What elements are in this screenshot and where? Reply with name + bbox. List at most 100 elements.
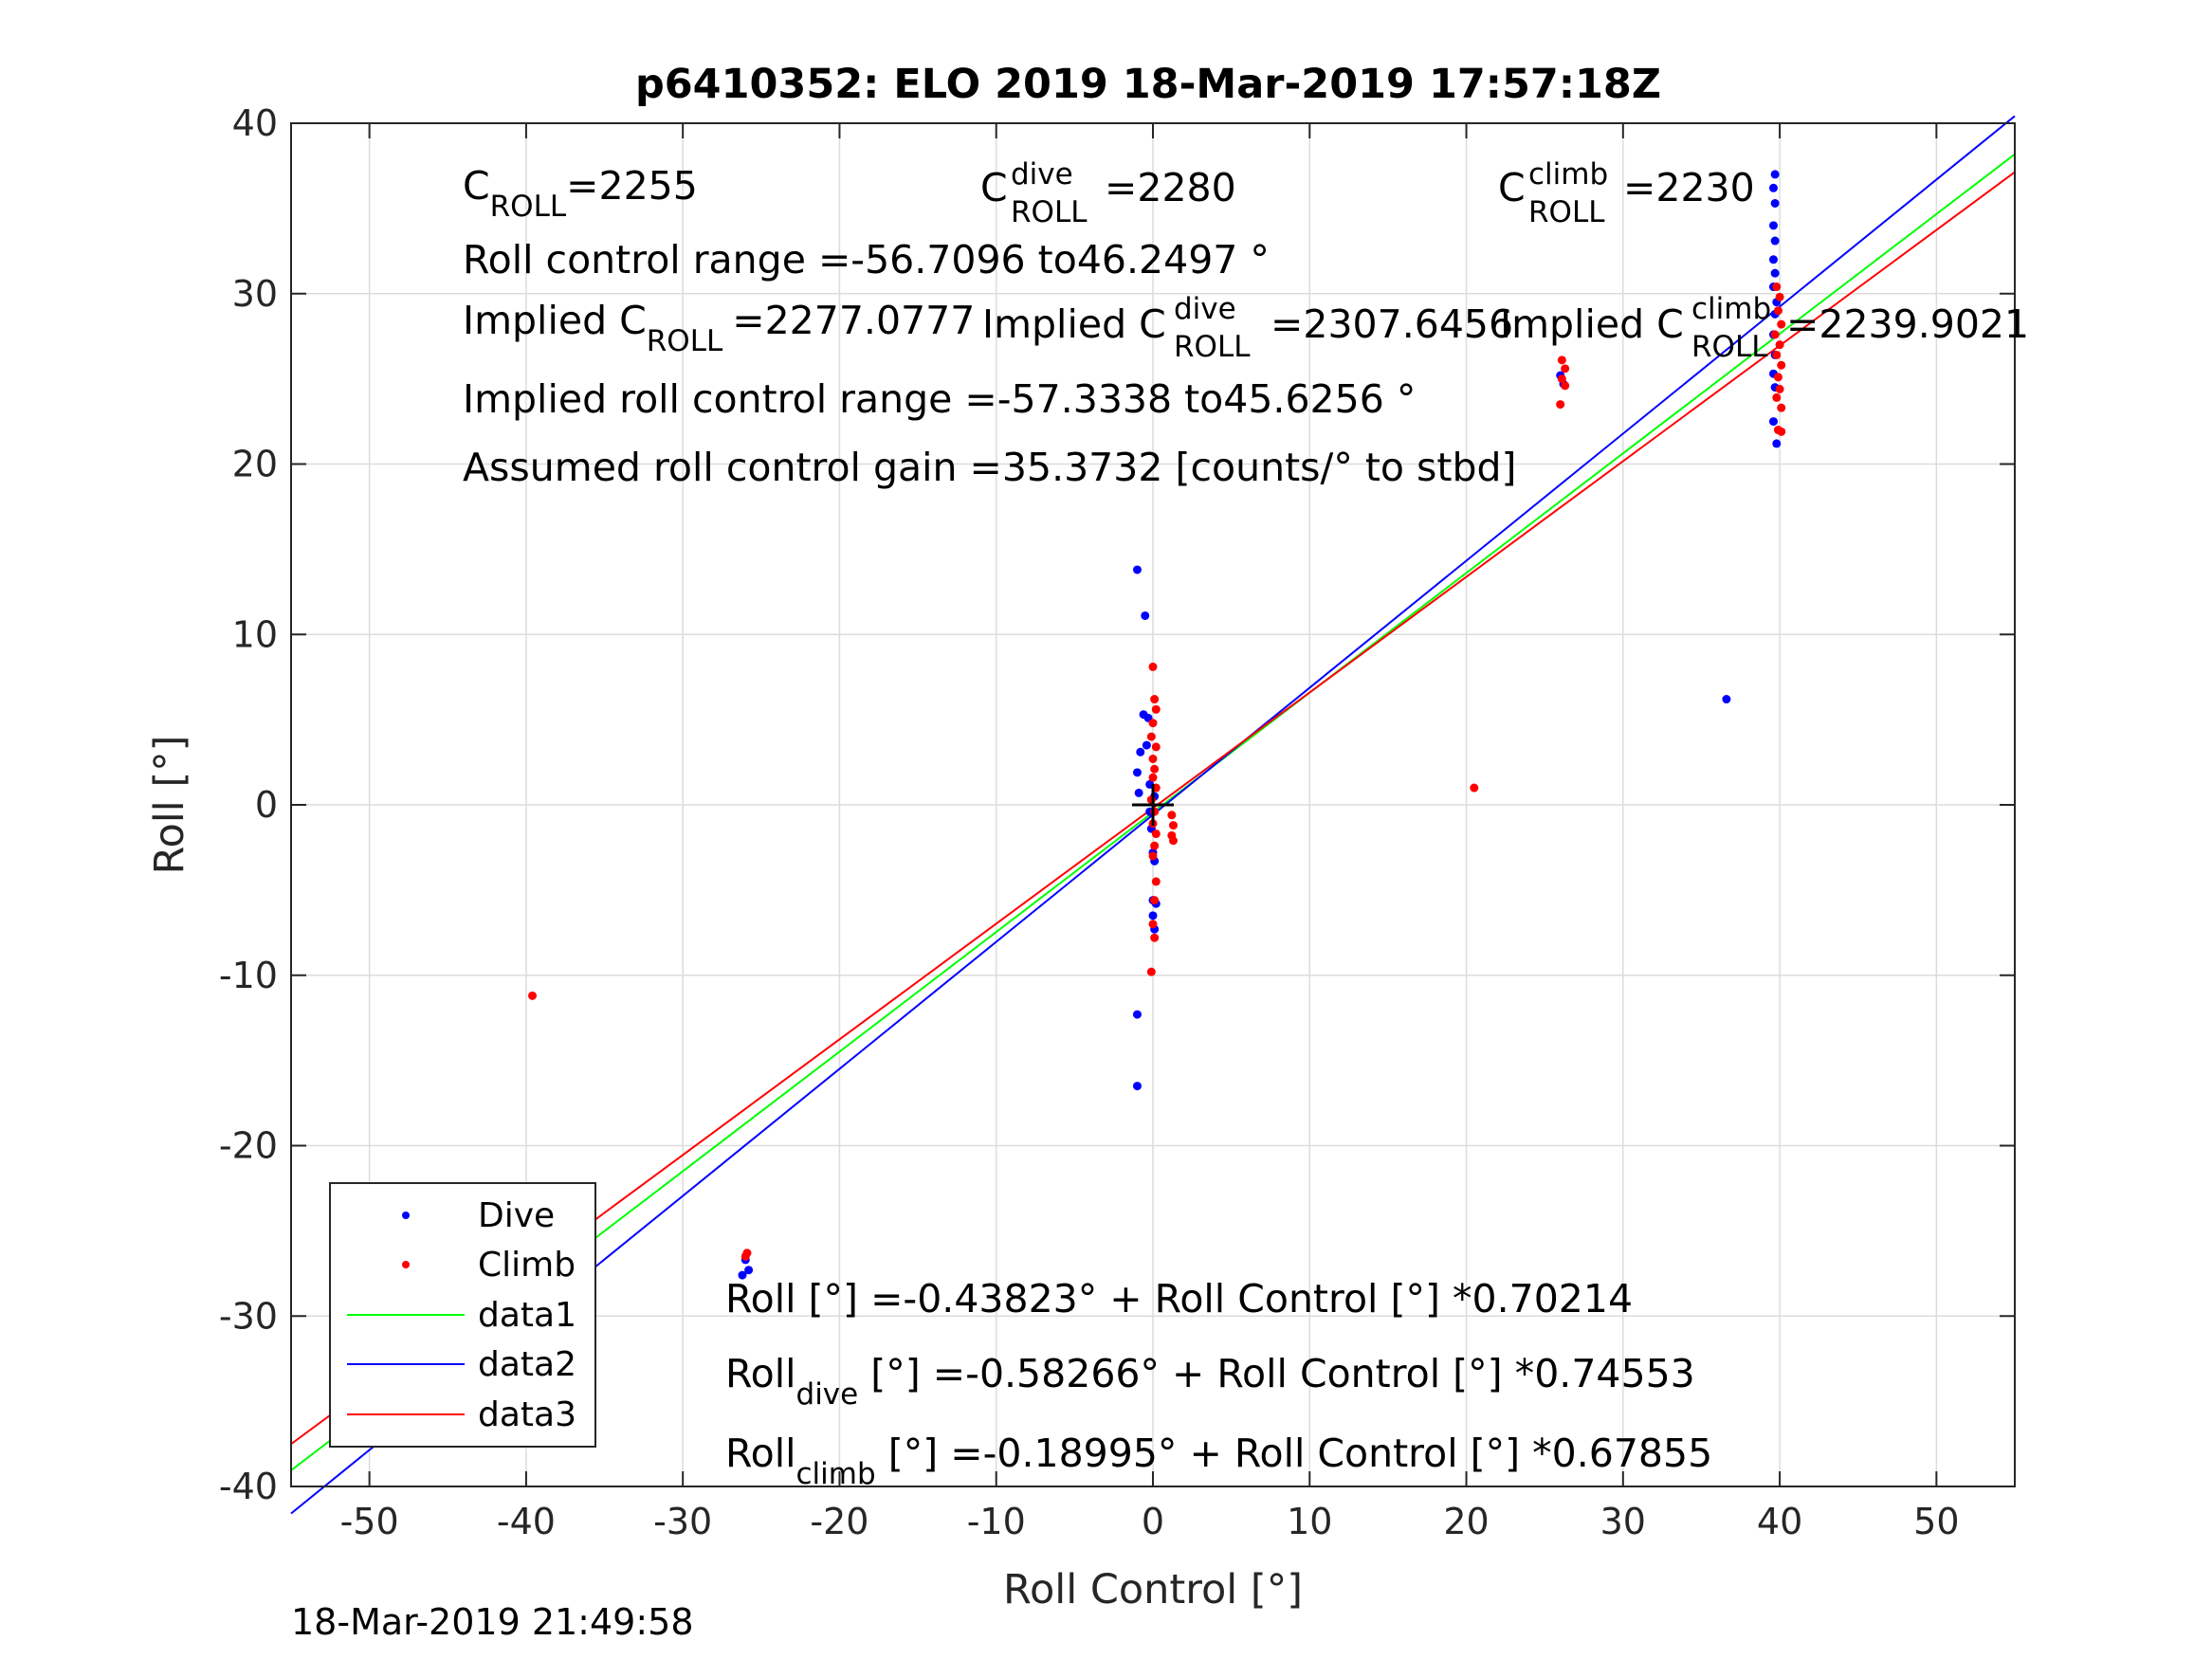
implied-c-roll-climb-sub: ROLL bbox=[1691, 330, 1768, 364]
dive-point bbox=[738, 1270, 747, 1280]
legend: Dive Climb data1 data2 data3 bbox=[329, 1182, 596, 1448]
fit-dive-annotation: Rolldive [°] =-0.58266° + Roll Control [… bbox=[725, 1351, 1695, 1412]
climb-point bbox=[1561, 381, 1570, 391]
climb-point bbox=[1773, 373, 1782, 382]
implied-c-roll-climb-value: =2239.9021 bbox=[1786, 301, 2029, 347]
implied-c-roll-annotation: Implied CROLL =2277.0777 bbox=[463, 298, 975, 358]
climb-point bbox=[1773, 306, 1782, 316]
y-tick-label: 30 bbox=[232, 273, 278, 315]
c-roll-dive-sub: ROLL bbox=[1011, 195, 1088, 229]
climb-point bbox=[1150, 896, 1160, 905]
x-tick-label: 30 bbox=[1600, 1501, 1646, 1542]
climb-point bbox=[1557, 356, 1566, 365]
dive-point bbox=[1136, 747, 1145, 757]
c-roll-climb-value: =2230 bbox=[1623, 165, 1755, 210]
legend-marker-climb bbox=[402, 1261, 410, 1268]
climb-point bbox=[1148, 773, 1158, 782]
implied-c-roll-dive-sup: dive bbox=[1174, 292, 1236, 326]
climb-point bbox=[1775, 340, 1784, 350]
climb-point bbox=[1151, 877, 1161, 886]
legend-label-climb: Climb bbox=[478, 1246, 576, 1285]
y-tick-label: 40 bbox=[232, 102, 278, 144]
fit-all-annotation: Roll [°] =-0.43823° + Roll Control [°] *… bbox=[725, 1276, 1633, 1322]
legend-marker-dive bbox=[402, 1212, 410, 1219]
climb-point bbox=[1151, 830, 1161, 839]
dive-point bbox=[1770, 236, 1780, 246]
climb-point bbox=[1772, 350, 1782, 359]
climb-point bbox=[1168, 821, 1178, 830]
x-tick-label: 40 bbox=[1757, 1501, 1802, 1542]
x-tick-label: -10 bbox=[967, 1501, 1026, 1542]
climb-point bbox=[1775, 292, 1784, 301]
gain-annotation: Assumed roll control gain =35.3732 [coun… bbox=[463, 445, 1517, 490]
dive-point bbox=[1722, 695, 1731, 704]
x-tick-label: -20 bbox=[810, 1501, 868, 1542]
dive-point bbox=[1132, 768, 1142, 777]
climb-point bbox=[1150, 695, 1160, 704]
y-tick-label: 10 bbox=[232, 613, 278, 655]
climb-point bbox=[1151, 704, 1161, 714]
climb-point bbox=[1150, 764, 1160, 774]
climb-point bbox=[528, 991, 538, 1000]
implied-c-roll-dive-value: =2307.6456 bbox=[1271, 301, 1513, 347]
climb-point bbox=[1557, 374, 1566, 384]
x-tick-label: -30 bbox=[653, 1501, 712, 1542]
y-tick-label: 0 bbox=[255, 784, 278, 826]
c-roll-climb-sub: ROLL bbox=[1528, 195, 1605, 229]
x-tick-label: 0 bbox=[1142, 1501, 1164, 1542]
climb-point bbox=[1775, 384, 1784, 393]
roll-range-annotation: Roll control range =-56.7096 to46.2497 ° bbox=[463, 237, 1270, 283]
c-roll-climb-annotation: C bbox=[1498, 165, 1526, 210]
x-tick-label: 10 bbox=[1287, 1501, 1332, 1542]
c-roll-climb-sup: climb bbox=[1528, 157, 1608, 191]
dive-point bbox=[1768, 255, 1778, 264]
dive-point bbox=[1132, 565, 1142, 574]
dive-point bbox=[1148, 911, 1158, 921]
climb-point bbox=[1772, 392, 1782, 402]
y-axis-label: Roll [°] bbox=[146, 736, 193, 875]
x-tick-label: 20 bbox=[1443, 1501, 1489, 1542]
legend-label-data2: data2 bbox=[478, 1345, 576, 1384]
dive-point bbox=[1142, 740, 1151, 750]
c-roll-dive-annotation: C bbox=[980, 165, 1008, 210]
climb-point bbox=[1146, 967, 1156, 976]
dive-point bbox=[1772, 439, 1782, 448]
climb-point bbox=[1777, 360, 1786, 370]
implied-range-annotation: Implied roll control range =-57.3338 to4… bbox=[463, 376, 1416, 422]
implied-c-roll-dive-sub: ROLL bbox=[1174, 330, 1251, 364]
climb-point bbox=[740, 1251, 750, 1261]
x-tick-label: -50 bbox=[340, 1501, 399, 1542]
y-tick-label: 20 bbox=[232, 444, 278, 485]
dive-point bbox=[1770, 170, 1780, 179]
timestamp: 18-Mar-2019 21:49:58 bbox=[291, 1601, 694, 1643]
dive-point bbox=[1134, 788, 1143, 797]
climb-point bbox=[1556, 400, 1565, 410]
annotations: CROLL=2255 C dive ROLL =2280 C climb ROL… bbox=[463, 157, 2029, 1491]
climb-point bbox=[1150, 841, 1160, 850]
climb-point bbox=[1168, 836, 1178, 846]
climb-point bbox=[1146, 732, 1156, 741]
dive-point bbox=[1132, 1010, 1142, 1019]
implied-c-roll-climb-annotation: Implied C bbox=[1500, 301, 1684, 347]
climb-point bbox=[1777, 319, 1786, 329]
origin-marker bbox=[1132, 784, 1174, 826]
climb-point bbox=[1167, 811, 1177, 820]
c-roll-dive-value: =2280 bbox=[1105, 165, 1236, 210]
implied-c-roll-dive-annotation: Implied C bbox=[982, 301, 1166, 347]
climb-point bbox=[1148, 920, 1158, 929]
climb-point bbox=[1561, 364, 1570, 374]
x-tick-label: -40 bbox=[497, 1501, 556, 1542]
y-tick-label: -10 bbox=[219, 955, 278, 996]
axis-ticks: -50 -40 -30 -20 -10 0 10 20 30 40 50 -40 -30 -20 -10 0 1… bbox=[219, 102, 2015, 1542]
climb-point bbox=[1777, 427, 1786, 436]
c-roll-dive-sup: dive bbox=[1011, 157, 1073, 191]
legend-label-dive: Dive bbox=[478, 1196, 555, 1235]
dive-point bbox=[1768, 183, 1778, 192]
y-tick-label: -20 bbox=[219, 1125, 278, 1167]
climb-point bbox=[1772, 283, 1782, 292]
climb-point bbox=[1151, 742, 1161, 752]
climb-point bbox=[1148, 754, 1158, 763]
c-roll-annotation: CROLL=2255 bbox=[463, 163, 698, 224]
dive-point bbox=[1132, 1082, 1142, 1091]
